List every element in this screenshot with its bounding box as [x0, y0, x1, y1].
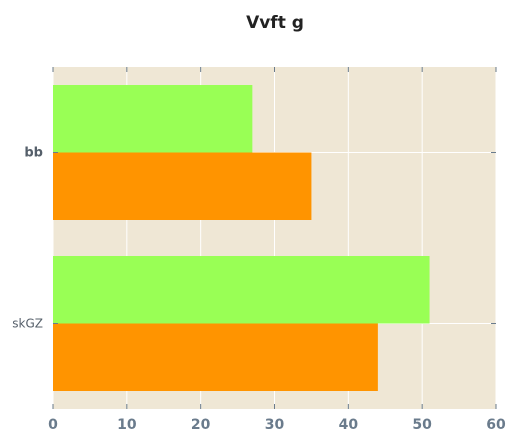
x-tick-label: 40	[339, 417, 359, 433]
y-tick-label: skGZ	[12, 317, 43, 331]
plot-area: 0 10 20 30 40 50 60 bb skGZ	[12, 67, 506, 433]
bar-skGZ-series-2	[53, 323, 378, 391]
x-tick-label: 0	[48, 417, 58, 433]
bar-bb-series-2	[53, 152, 312, 220]
x-tick-label: 50	[412, 417, 432, 433]
bar-skGZ-series-1	[53, 256, 430, 324]
bar-bb-series-1	[53, 85, 253, 153]
x-tick-label: 30	[265, 417, 285, 433]
x-tick-label: 10	[117, 417, 137, 433]
x-tick-label: 20	[191, 417, 211, 433]
y-tick-label: bb	[24, 146, 43, 161]
x-tick-label: 60	[486, 417, 506, 433]
chart-title: Vvft g	[246, 13, 304, 33]
